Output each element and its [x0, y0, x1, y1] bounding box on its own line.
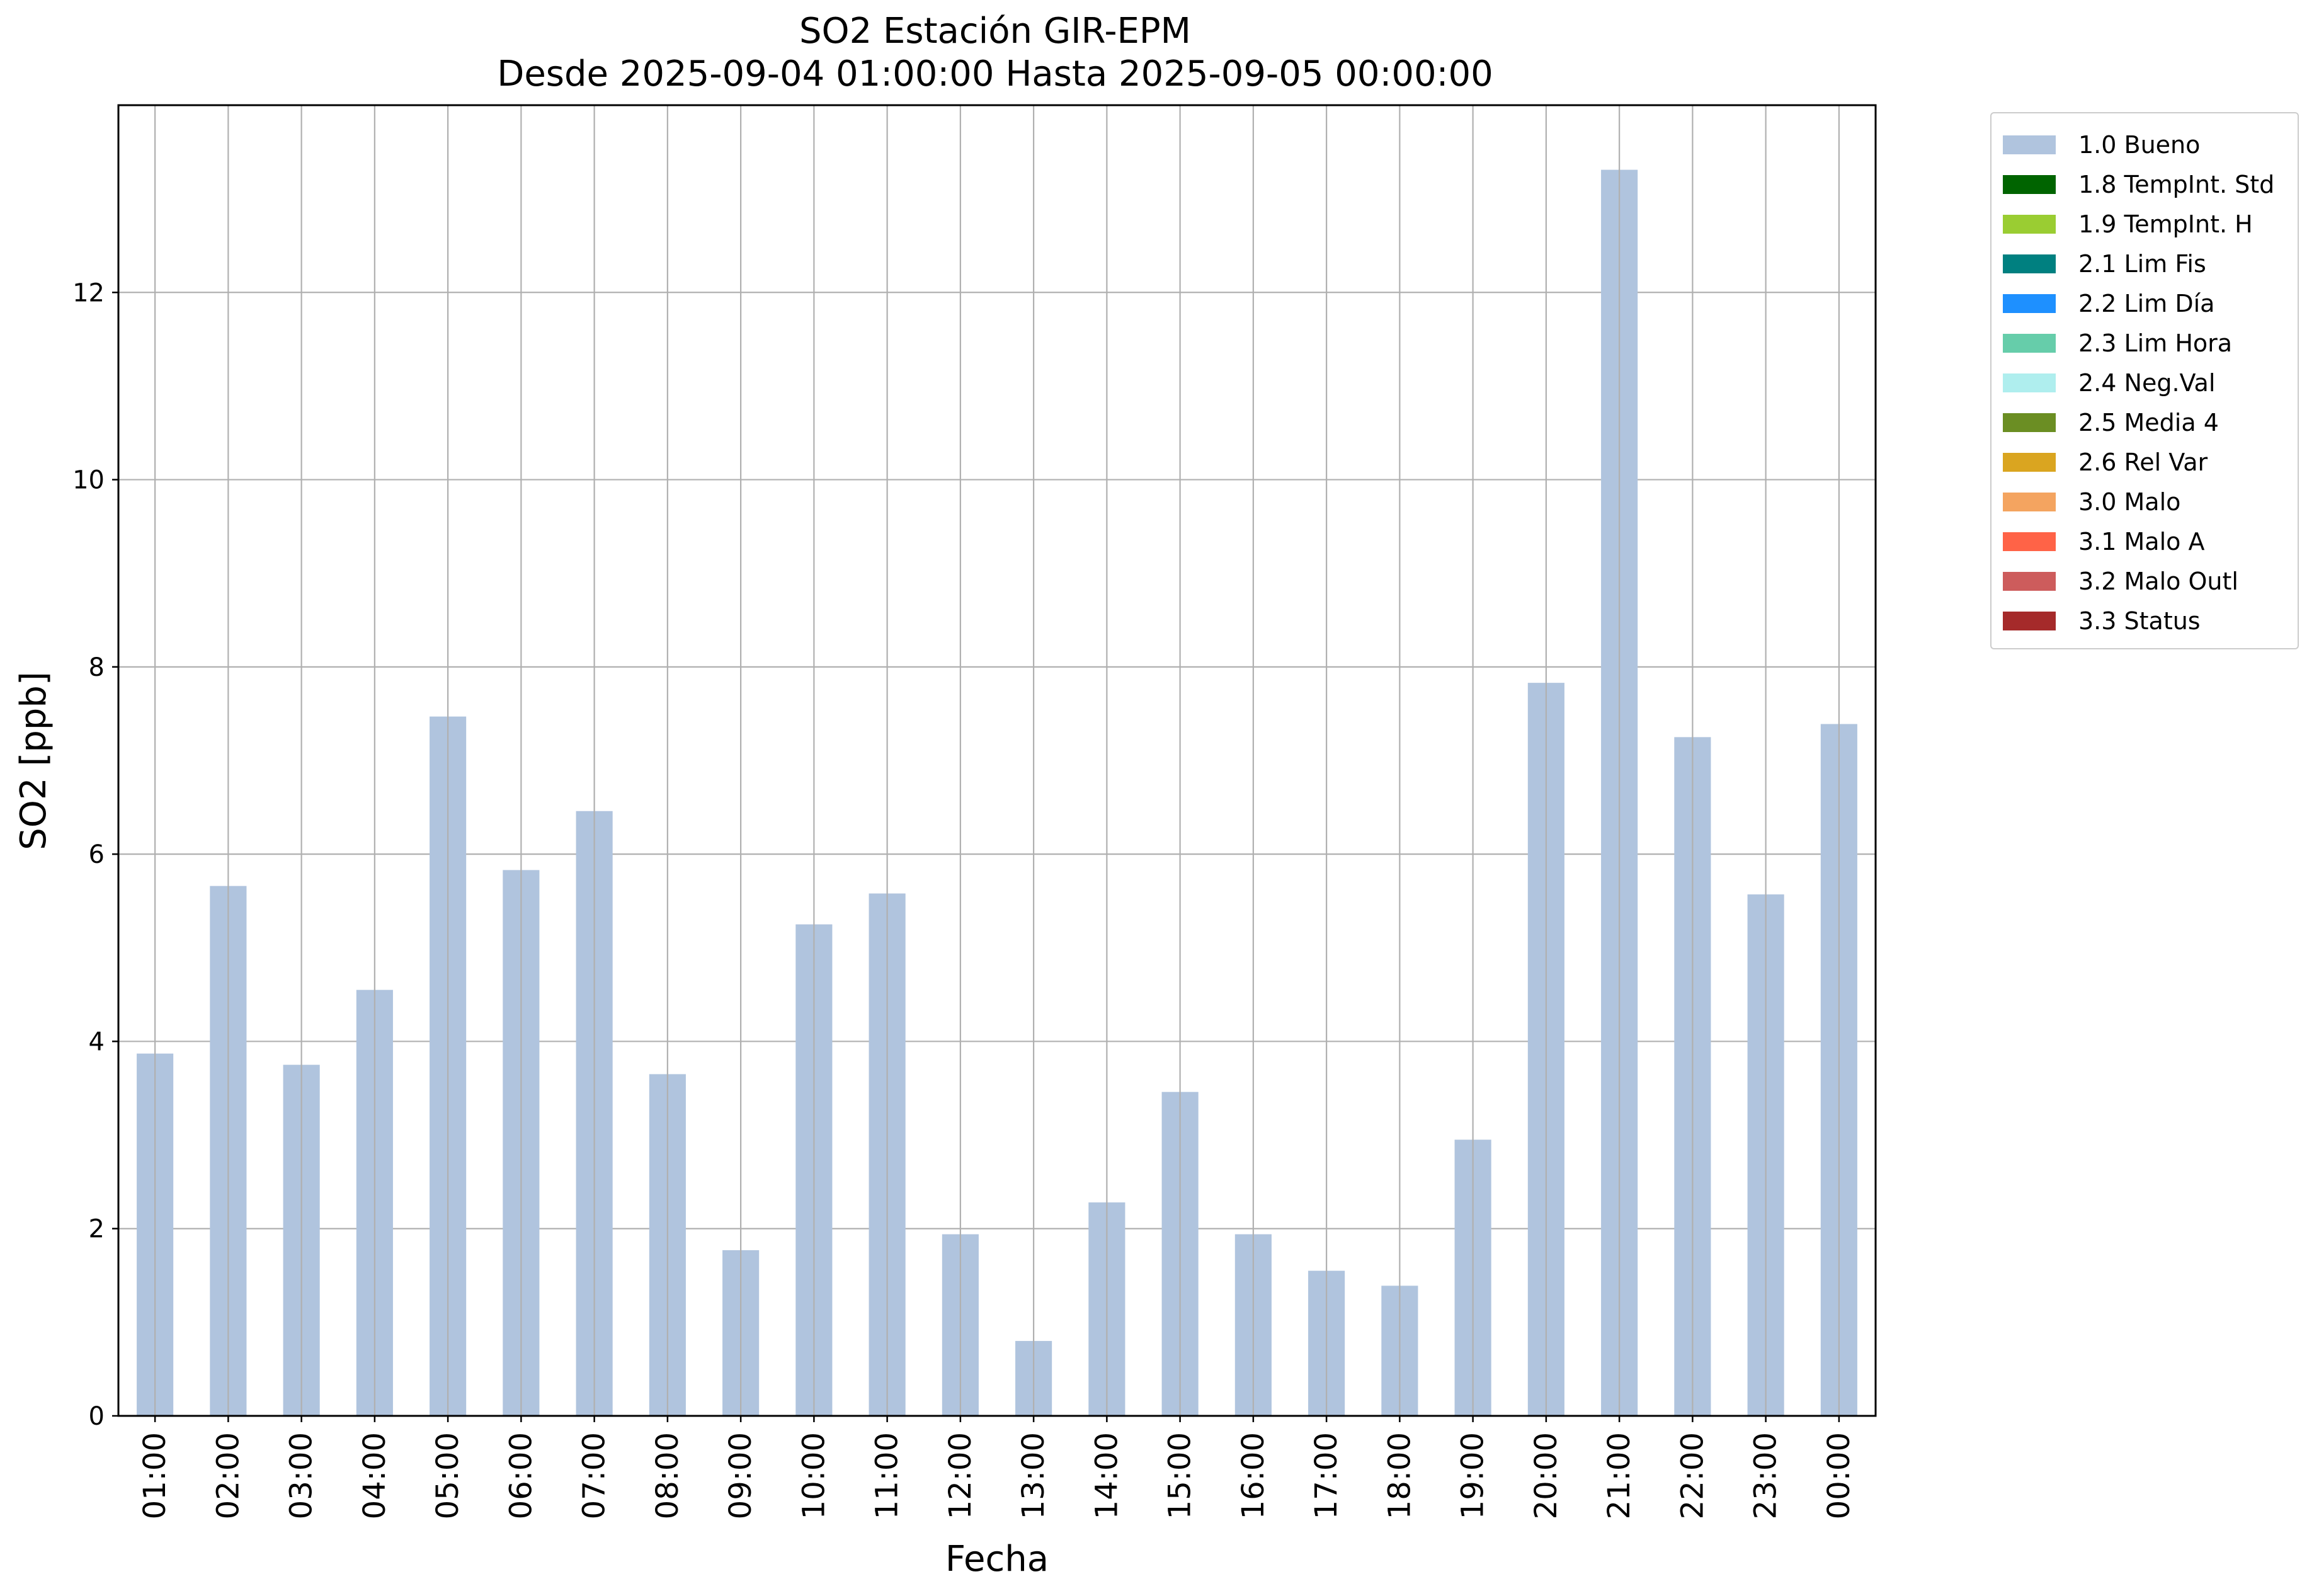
legend-label: 2.1 Lim Fis — [2078, 249, 2206, 278]
legend-item: 2.3 Lim Hora — [1991, 323, 2298, 363]
chart-subtitle: Desde 2025-09-04 01:00:00 Hasta 2025-09-… — [497, 54, 1493, 94]
y-axis-label: SO2 [ppb] — [13, 671, 54, 850]
legend-swatch — [2003, 571, 2056, 591]
x-tick-label: 09:00 — [723, 1432, 758, 1519]
legend-swatch — [2003, 611, 2056, 630]
legend-label: 1.0 Bueno — [2078, 130, 2201, 159]
chart-title: SO2 Estación GIR-EPM — [799, 11, 1191, 52]
x-tick-label: 07:00 — [577, 1432, 612, 1519]
x-tick-label: 01:00 — [137, 1432, 173, 1519]
x-axis-ticks: 01:00 02:00 03:00 04:00 05:00 06:00 07:00 08:00… — [137, 1416, 1857, 1519]
y-tick-label: 12 — [72, 278, 105, 307]
legend-item: 2.1 Lim Fis — [1991, 244, 2298, 283]
x-tick-label: 12:00 — [943, 1432, 978, 1519]
plot-frame — [117, 104, 1877, 1417]
legend-label: 1.8 TempInt. Std — [2078, 170, 2275, 198]
legend-swatch — [2003, 532, 2056, 551]
x-tick-label: 06:00 — [503, 1432, 538, 1519]
legend-item: 2.4 Neg.Val — [1991, 363, 2298, 402]
x-tick-label: 23:00 — [1748, 1432, 1784, 1519]
legend-item: 3.2 Malo Outl — [1991, 561, 2298, 601]
x-tick-label: 16:00 — [1236, 1432, 1271, 1519]
x-tick-label: 11:00 — [870, 1432, 905, 1519]
legend-label: 2.5 Media 4 — [2078, 408, 2219, 436]
x-tick-label: 17:00 — [1309, 1432, 1344, 1519]
x-tick-label: 00:00 — [1821, 1432, 1857, 1519]
x-tick-label: 19:00 — [1456, 1432, 1491, 1519]
x-tick-label: 03:00 — [284, 1432, 319, 1519]
legend-item: 3.3 Status — [1991, 601, 2298, 641]
legend: 1.0 Bueno 1.8 TempInt. Std 1.9 TempInt. H 2… — [1990, 112, 2299, 649]
legend-item: 2.2 Lim Día — [1991, 283, 2298, 323]
x-tick-label: 21:00 — [1602, 1432, 1637, 1519]
legend-item: 3.1 Malo A — [1991, 522, 2298, 561]
legend-swatch — [2003, 135, 2056, 154]
x-tick-label: 04:00 — [357, 1432, 392, 1519]
legend-label: 2.6 Rel Var — [2078, 448, 2208, 476]
bars — [137, 105, 1857, 1416]
x-tick-label: 15:00 — [1163, 1432, 1198, 1519]
legend-swatch — [2003, 333, 2056, 353]
y-tick-label: 6 — [89, 840, 105, 869]
x-tick-label: 05:00 — [430, 1432, 465, 1519]
legend-label: 2.2 Lim Día — [2078, 289, 2215, 317]
y-tick-label: 8 — [89, 653, 105, 682]
y-axis-ticks: 0 2 4 6 8 10 12 — [72, 278, 118, 1431]
legend-swatch — [2003, 294, 2056, 313]
grid-lines — [118, 292, 1876, 1417]
legend-swatch — [2003, 492, 2056, 511]
legend-swatch — [2003, 373, 2056, 392]
legend-label: 3.2 Malo Outl — [2078, 567, 2238, 595]
legend-swatch — [2003, 174, 2056, 194]
legend-label: 3.0 Malo — [2078, 487, 2181, 516]
legend-label: 3.1 Malo A — [2078, 527, 2205, 556]
legend-swatch — [2003, 413, 2056, 432]
y-tick-label: 2 — [89, 1215, 105, 1244]
legend-label: 2.3 Lim Hora — [2078, 329, 2233, 357]
legend-item: 2.5 Media 4 — [1991, 402, 2298, 442]
y-tick-label: 4 — [89, 1027, 105, 1056]
legend-label: 1.9 TempInt. H — [2078, 210, 2253, 238]
y-tick-label: 0 — [89, 1402, 105, 1431]
legend-item: 1.8 TempInt. Std — [1991, 164, 2298, 204]
x-tick-label: 13:00 — [1016, 1432, 1051, 1519]
legend-item: 1.0 Bueno — [1991, 125, 2298, 164]
legend-label: 3.3 Status — [2078, 607, 2201, 635]
legend-swatch — [2003, 452, 2056, 472]
x-tick-label: 10:00 — [796, 1432, 831, 1519]
x-tick-label: 02:00 — [210, 1432, 246, 1519]
x-tick-label: 22:00 — [1675, 1432, 1710, 1519]
legend-item: 2.6 Rel Var — [1991, 442, 2298, 482]
legend-swatch — [2003, 254, 2056, 273]
x-tick-label: 08:00 — [650, 1432, 685, 1519]
x-axis-label: Fecha — [945, 1539, 1049, 1580]
y-tick-label: 10 — [72, 466, 105, 495]
legend-label: 2.4 Neg.Val — [2078, 368, 2216, 397]
x-tick-label: 18:00 — [1382, 1432, 1417, 1519]
legend-item: 1.9 TempInt. H — [1991, 204, 2298, 244]
x-tick-label: 14:00 — [1089, 1432, 1124, 1519]
legend-item: 3.0 Malo — [1991, 482, 2298, 522]
legend-swatch — [2003, 214, 2056, 234]
x-tick-label: 20:00 — [1529, 1432, 1564, 1519]
